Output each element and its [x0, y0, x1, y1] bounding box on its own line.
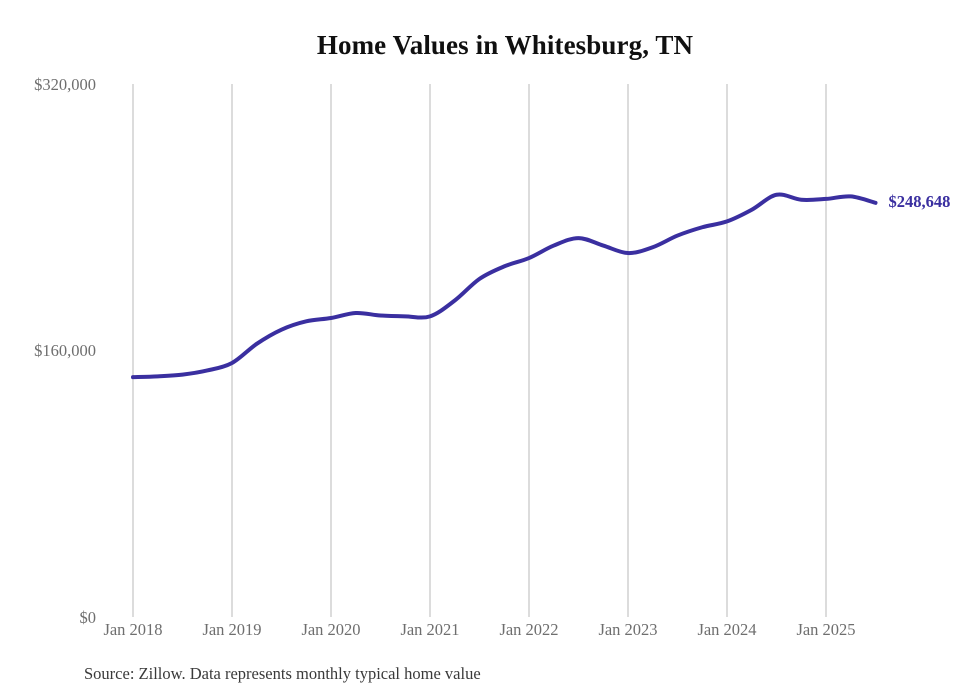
x-axis-tick-jan-2022: Jan 2022: [499, 620, 559, 639]
source-note: Source: Zillow. Data represents monthly …: [84, 664, 481, 683]
y-axis-tick-bottom: $0: [79, 608, 97, 627]
x-axis-tick-jan-2025: Jan 2025: [796, 620, 856, 639]
x-axis-tick-jan-2019: Jan 2019: [202, 620, 262, 639]
end-value-label: $248,648: [888, 191, 951, 211]
x-axis-tick-jan-2020: Jan 2020: [301, 620, 361, 639]
y-axis-tick-mid: $160,000: [34, 341, 96, 360]
home-value-line: [131, 192, 878, 380]
x-axis-tick-jan-2024: Jan 2024: [697, 620, 757, 639]
vertical-gridlines: [132, 84, 827, 617]
chart-title: Home Values in Whitesburg, TN: [316, 30, 694, 60]
x-axis-tick-jan-2021: Jan 2021: [400, 620, 460, 639]
x-axis-tick-jan-2023: Jan 2023: [598, 620, 658, 639]
x-axis-tick-jan-2018: Jan 2018: [103, 620, 163, 639]
y-axis-tick-top: $320,000: [34, 75, 96, 94]
